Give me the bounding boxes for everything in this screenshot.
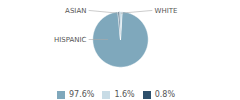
svg-text:ASIAN: ASIAN xyxy=(65,7,86,15)
svg-text:HISPANIC: HISPANIC xyxy=(54,36,87,44)
html-text:97.6%: 97.6% xyxy=(69,90,95,99)
html-text:1.6%: 1.6% xyxy=(114,90,135,99)
html-text:0.8%: 0.8% xyxy=(154,90,175,99)
svg-text:WHITE: WHITE xyxy=(155,7,178,15)
